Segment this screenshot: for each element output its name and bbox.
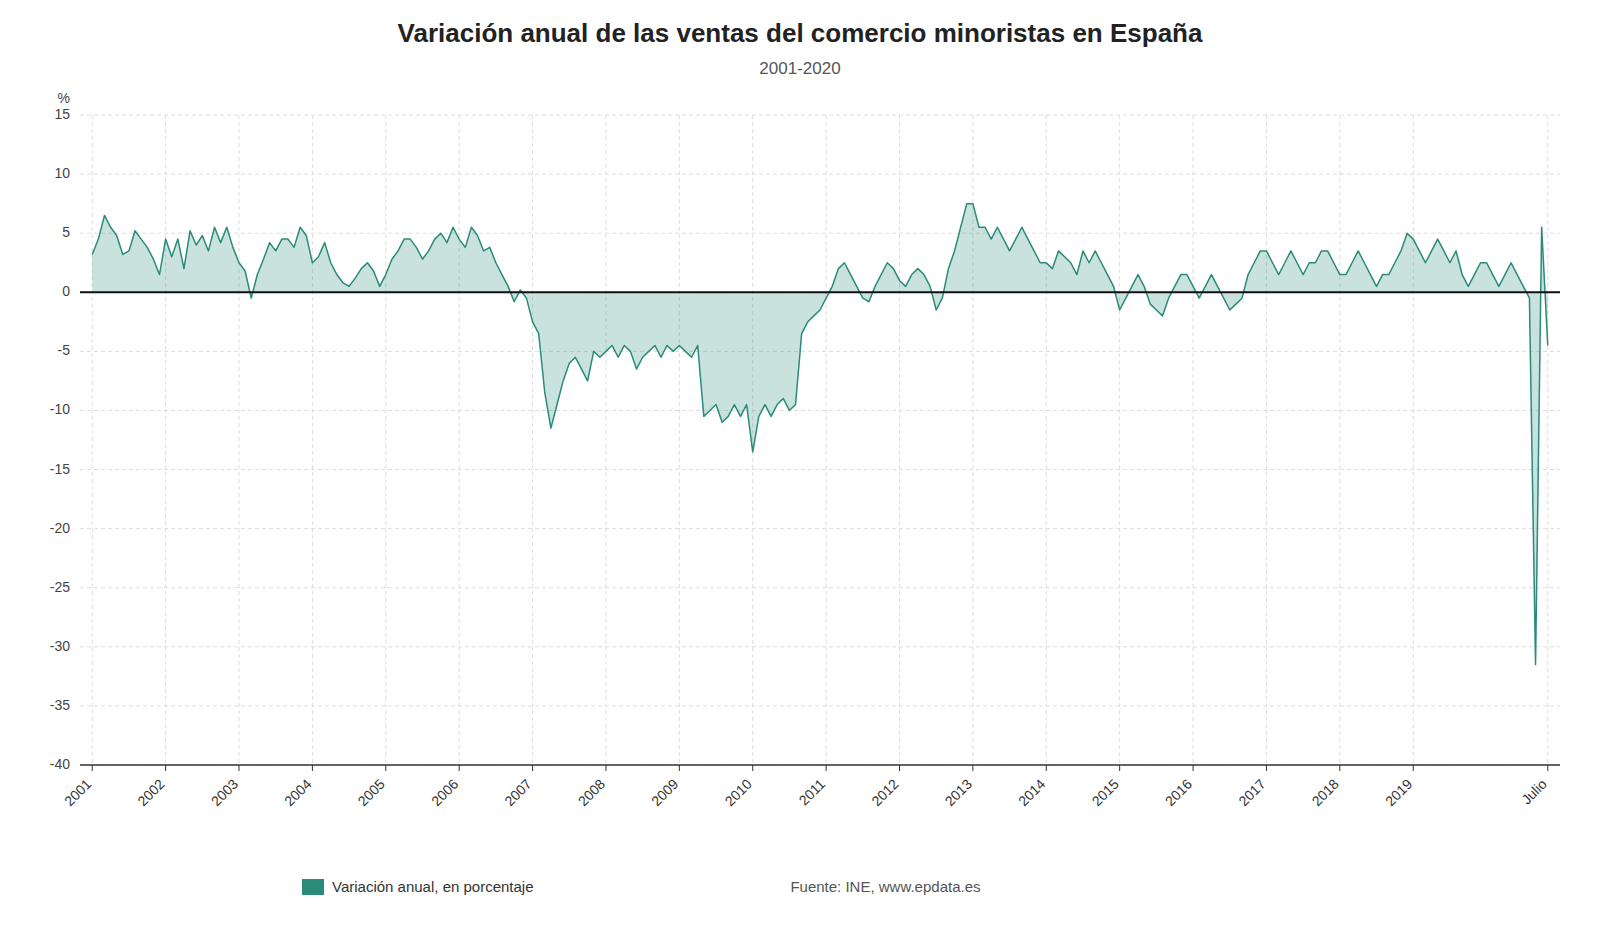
x-grid-line <box>312 115 313 765</box>
y-grid-line <box>80 765 1560 766</box>
x-tick <box>1266 765 1267 771</box>
y-tick-label: 10 <box>54 165 70 181</box>
x-tick <box>1413 765 1414 771</box>
x-tick <box>1547 765 1548 771</box>
x-tick <box>1119 765 1120 771</box>
x-grid-line <box>679 115 680 765</box>
y-axis-label: % <box>58 90 70 106</box>
x-tick <box>972 765 973 771</box>
x-grid-line <box>1193 115 1194 765</box>
x-tick <box>605 765 606 771</box>
grid <box>80 115 1560 765</box>
x-tick-label: 2002 <box>134 776 167 809</box>
data-group <box>92 204 1548 665</box>
y-tick-label: 5 <box>62 224 70 240</box>
y-grid-line <box>80 351 1560 352</box>
x-tick <box>752 765 753 771</box>
x-grid-line <box>605 115 606 765</box>
y-grid-line <box>80 469 1560 470</box>
x-tick <box>165 765 166 771</box>
y-grid-line <box>80 528 1560 529</box>
title: Variación anual de las ventas del comerc… <box>398 18 1203 48</box>
x-grid-line <box>826 115 827 765</box>
x-tick-label: 2013 <box>942 776 975 809</box>
x-tick-label: 2001 <box>61 776 94 809</box>
y-tick-label: -35 <box>50 697 70 713</box>
source-note: Fuente: INE, www.epdata.es <box>790 878 980 895</box>
x-grid-line <box>165 115 166 765</box>
x-tick-label: 2016 <box>1162 776 1195 809</box>
y-grid-line <box>80 705 1560 706</box>
x-grid-line <box>385 115 386 765</box>
x-tick-label: 2017 <box>1235 776 1268 809</box>
legend-label: Variación anual, en porcentaje <box>332 878 534 895</box>
x-grid-line <box>1547 115 1548 765</box>
x-tick <box>385 765 386 771</box>
x-tick-label: 2018 <box>1309 776 1342 809</box>
x-tick-label: 2009 <box>648 776 681 809</box>
legend-swatch <box>302 879 324 895</box>
x-grid-line <box>92 115 93 765</box>
y-grid-line <box>80 587 1560 588</box>
y-grid-line <box>80 292 1560 293</box>
x-tick <box>1339 765 1340 771</box>
x-tick <box>312 765 313 771</box>
x-tick <box>92 765 93 771</box>
y-tick-label: -15 <box>50 461 70 477</box>
y-tick-label: -10 <box>50 401 70 417</box>
x-tick <box>826 765 827 771</box>
x-tick-label: 2014 <box>1015 776 1048 809</box>
x-grid-line <box>1046 115 1047 765</box>
legend: Variación anual, en porcentaje <box>302 878 534 895</box>
y-grid-line <box>80 174 1560 175</box>
x-tick-label: 2006 <box>428 776 461 809</box>
x-tick-label: 2004 <box>281 776 314 809</box>
y-tick-label: 0 <box>62 283 70 299</box>
zero-line <box>80 291 1560 293</box>
y-axis: 15 10 5 0 -5 -10 -15 -20 -25 -30 -35 -40% <box>50 90 70 772</box>
subtitle: 2001-2020 <box>759 59 840 78</box>
x-tick-label: Julio <box>1518 776 1550 808</box>
x-tick <box>1193 765 1194 771</box>
x-tick-label: 2015 <box>1088 776 1121 809</box>
x-grid-line <box>459 115 460 765</box>
x-axis: 2001 2002 2003 2004 2005 2006 2007 2008 2009 2010… <box>61 765 1560 809</box>
y-grid-line <box>80 410 1560 411</box>
x-grid-line <box>1339 115 1340 765</box>
x-tick-label: 2011 <box>796 776 829 809</box>
x-grid-line <box>1266 115 1267 765</box>
x-tick <box>679 765 680 771</box>
x-tick-label: 2007 <box>501 776 534 809</box>
x-tick-label: 2008 <box>575 776 608 809</box>
x-tick <box>459 765 460 771</box>
x-tick-label: 2010 <box>722 776 755 809</box>
x-tick-label: 2012 <box>868 776 901 809</box>
chart-svg: Variación anual de las ventas del comerc… <box>0 0 1600 940</box>
x-tick-label: 2003 <box>208 776 241 809</box>
chart-container: Variación anual de las ventas del comerc… <box>0 0 1600 940</box>
y-tick-label: -25 <box>50 579 70 595</box>
x-tick <box>899 765 900 771</box>
y-tick-label: 15 <box>54 106 70 122</box>
x-grid-line <box>899 115 900 765</box>
area <box>92 204 1548 665</box>
x-tick-label: 2019 <box>1382 776 1415 809</box>
x-tick <box>239 765 240 771</box>
x-tick-label: 2005 <box>355 776 388 809</box>
x-tick <box>1046 765 1047 771</box>
y-grid-line <box>80 115 1560 116</box>
x-axis-line <box>80 764 1560 766</box>
line <box>92 204 1548 665</box>
y-tick-label: -40 <box>50 756 70 772</box>
x-grid-line <box>1119 115 1120 765</box>
y-tick-label: -20 <box>50 520 70 536</box>
y-tick-label: -5 <box>58 342 71 358</box>
x-grid-line <box>532 115 533 765</box>
x-grid-line <box>1413 115 1414 765</box>
x-tick <box>532 765 533 771</box>
x-grid-line <box>239 115 240 765</box>
y-grid-line <box>80 646 1560 647</box>
y-tick-label: -30 <box>50 638 70 654</box>
